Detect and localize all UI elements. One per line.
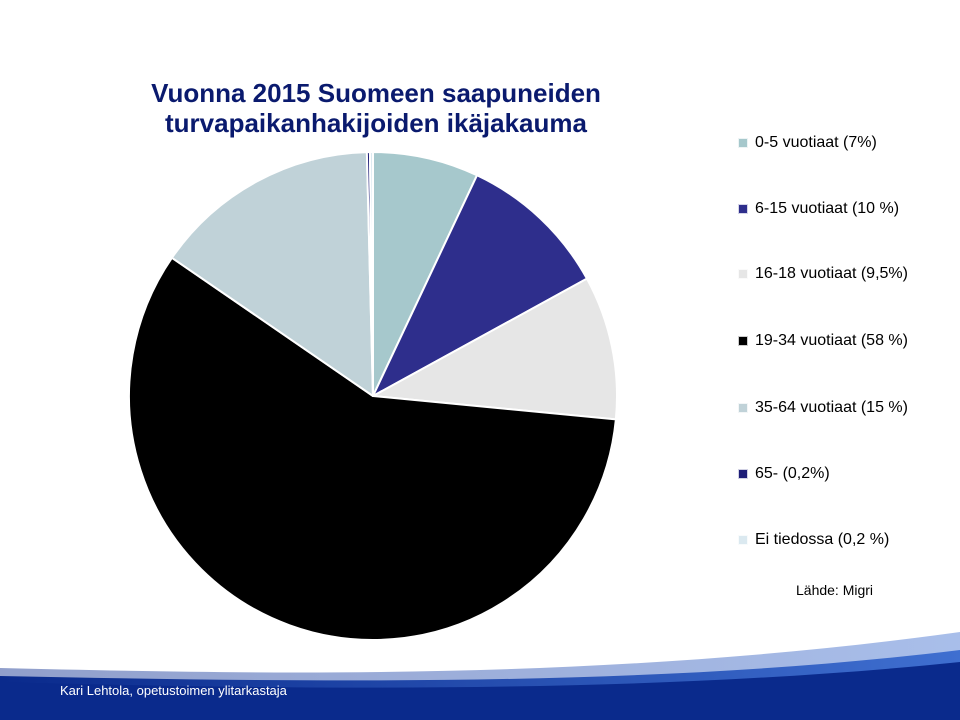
chart-title: Vuonna 2015 Suomeen saapuneiden turvapai… — [151, 78, 601, 138]
pie-slice-3 — [128, 256, 617, 641]
legend-item: 35-64 vuotiaat (15 %) — [738, 398, 948, 418]
footer-text: Kari Lehtola, opetustoimen ylitarkastaja — [60, 683, 287, 698]
legend-swatch — [738, 469, 748, 479]
legend-item: 6-15 vuotiaat (10 %) — [738, 199, 948, 219]
source-label: Lähde: Migri — [796, 582, 874, 598]
legend-item: 65- (0,2%) — [738, 464, 948, 484]
legend-label: Ei tiedossa (0,2 %) — [755, 531, 890, 548]
pie-slice-1 — [372, 174, 588, 397]
pie-slice-4 — [170, 151, 374, 397]
legend-swatch — [738, 535, 748, 545]
legend-swatch — [738, 138, 748, 148]
legend-item: 19-34 vuotiaat (58 %) — [738, 331, 948, 351]
pie-slice-6 — [368, 151, 374, 397]
legend-label: 35-64 vuotiaat (15 %) — [755, 399, 908, 416]
legend-item: 16-18 vuotiaat (9,5%) — [738, 264, 948, 284]
legend-label: 16-18 vuotiaat (9,5%) — [755, 265, 908, 282]
legend-swatch — [738, 269, 748, 279]
legend-swatch — [738, 403, 748, 413]
legend-label: 6-15 vuotiaat (10 %) — [755, 200, 900, 217]
legend-label: 19-34 vuotiaat (58 %) — [755, 332, 908, 349]
legend-item: Ei tiedossa (0,2 %) — [738, 530, 948, 550]
pie-slice-0 — [372, 151, 478, 397]
legend-label: 0-5 vuotiaat (7%) — [755, 134, 877, 151]
pie-slice-2 — [372, 277, 618, 421]
legend-swatch — [738, 336, 748, 346]
legend-item: 0-5 vuotiaat (7%) — [738, 133, 948, 153]
legend-swatch — [738, 204, 748, 214]
legend-label: 65- (0,2%) — [755, 465, 830, 482]
